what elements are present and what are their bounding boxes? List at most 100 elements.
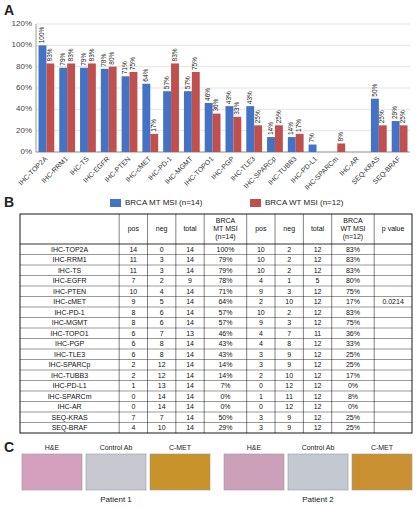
x-tick-label: IHC-SPARCm bbox=[303, 155, 339, 191]
data-label: 7% bbox=[308, 133, 315, 143]
table-row-rule bbox=[20, 317, 412, 318]
legend: BRCA MT MSI (n=14)BRCA WT MSI (n=12) bbox=[110, 198, 344, 207]
table-header-line: total bbox=[311, 225, 325, 232]
table-cell: IHC-RRM1 bbox=[52, 256, 86, 263]
table-row-rule bbox=[20, 296, 412, 297]
data-label: 29% bbox=[391, 106, 398, 119]
panel-label: A bbox=[4, 2, 14, 18]
table-header: pos bbox=[255, 225, 267, 233]
table-row-rule bbox=[20, 380, 412, 381]
tile-label: Control Ab bbox=[100, 444, 133, 451]
table-header: neg bbox=[156, 225, 168, 233]
table-cell: 14% bbox=[218, 361, 232, 368]
table-cell: 12 bbox=[314, 288, 322, 295]
table-cell: 12 bbox=[314, 393, 322, 400]
table-cell: 6 bbox=[160, 309, 164, 316]
table-cell: 5 bbox=[316, 277, 320, 284]
group-label: Patient 1 bbox=[100, 495, 132, 504]
table-cell: 12 bbox=[314, 351, 322, 358]
y-axis-line bbox=[36, 24, 37, 152]
table-cell: 36% bbox=[346, 330, 360, 337]
table-cell: 0.0214 bbox=[382, 298, 404, 305]
table-cell: 14 bbox=[186, 246, 194, 253]
table-cell: IHC-PD-1 bbox=[54, 309, 84, 316]
y-tick-label: 20% bbox=[16, 126, 32, 135]
table-cell: 25% bbox=[346, 361, 360, 368]
table-cell: 12 bbox=[314, 414, 322, 421]
table-cell: IHC-TS bbox=[58, 267, 82, 274]
table-cell: 10 bbox=[257, 256, 265, 263]
table-cell: 9 bbox=[259, 288, 263, 295]
data-label: 100% bbox=[38, 26, 45, 43]
image-tile bbox=[352, 454, 412, 490]
table-cell: SEQ-BRAF bbox=[52, 424, 88, 432]
grid-line bbox=[36, 45, 410, 46]
table-cell: 64% bbox=[218, 298, 232, 305]
table-cell: 12 bbox=[314, 361, 322, 368]
tile-label: H&E bbox=[45, 444, 60, 451]
table-cell: 14 bbox=[186, 424, 194, 431]
table-cell: 8 bbox=[160, 340, 164, 347]
bar bbox=[371, 99, 379, 152]
table-cell: SEQ-KRAS bbox=[51, 414, 88, 422]
table-row-rule bbox=[20, 307, 412, 308]
panel-c: CH&EControl AbC-METPatient 1H&EControl A… bbox=[4, 439, 412, 504]
bar bbox=[80, 68, 88, 152]
table-cell: 12 bbox=[158, 361, 166, 368]
data-label: 79% bbox=[80, 53, 87, 66]
data-label: 64% bbox=[142, 69, 149, 82]
data-label: 75% bbox=[129, 57, 136, 70]
data-label: 57% bbox=[184, 76, 191, 89]
table-cell: 43% bbox=[218, 351, 232, 358]
data-label: 25% bbox=[254, 110, 261, 123]
table-cell: 10 bbox=[257, 309, 265, 316]
table-header-line: (n=14) bbox=[215, 233, 235, 241]
table-cell: 9 bbox=[188, 277, 192, 284]
table-cell: 2 bbox=[287, 256, 291, 263]
table-cell: 0 bbox=[131, 393, 135, 400]
group-label: Patient 2 bbox=[302, 495, 334, 504]
table-cell: 7 bbox=[160, 414, 164, 421]
bar bbox=[213, 114, 221, 152]
bar bbox=[288, 137, 296, 152]
bar bbox=[109, 67, 117, 152]
table-cell: 8% bbox=[348, 393, 358, 400]
panel-label: C bbox=[4, 439, 14, 455]
table-row-rule bbox=[20, 275, 412, 276]
table-cell: IHC-MGMT bbox=[52, 319, 88, 326]
table-column-rule bbox=[331, 214, 332, 433]
table-cell: 14 bbox=[186, 319, 194, 326]
table-cell: 12 bbox=[314, 424, 322, 431]
table-cell: 12 bbox=[314, 298, 322, 305]
data-label: 43% bbox=[225, 91, 232, 104]
table-cell: 71% bbox=[218, 288, 232, 295]
table-cell: 43% bbox=[218, 340, 232, 347]
table-cell: 6 bbox=[160, 319, 164, 326]
table-cell: 8 bbox=[131, 319, 135, 326]
table-header: total bbox=[183, 225, 197, 232]
table-cell: 8 bbox=[287, 340, 291, 347]
table-cell: 0 bbox=[259, 403, 263, 410]
data-label: 14% bbox=[267, 122, 274, 135]
legend-swatch bbox=[110, 199, 121, 207]
table-cell: 10 bbox=[158, 424, 166, 431]
table-cell: 6 bbox=[131, 340, 135, 347]
image-tile bbox=[224, 454, 284, 490]
table-cell: 29% bbox=[218, 424, 232, 431]
table-cell: 10 bbox=[129, 288, 137, 295]
x-tick-label: IHC-RRM1 bbox=[40, 155, 69, 184]
table-cell: 2 bbox=[259, 298, 263, 305]
data-label: 17% bbox=[295, 119, 302, 132]
table-cell: 3 bbox=[160, 256, 164, 263]
table-cell: 9 bbox=[287, 361, 291, 368]
table-cell: 2 bbox=[160, 277, 164, 284]
data-label: 83% bbox=[171, 48, 178, 61]
table-cell: 14 bbox=[186, 351, 194, 358]
table-header-line: WT MSI bbox=[340, 225, 365, 232]
table-cell: 25% bbox=[346, 424, 360, 431]
table-cell: IHC-PGP bbox=[55, 340, 85, 347]
table-cell: 14 bbox=[186, 372, 194, 379]
y-tick-label: 80% bbox=[16, 62, 32, 71]
bar bbox=[233, 117, 241, 152]
data-label: 50% bbox=[371, 83, 378, 96]
